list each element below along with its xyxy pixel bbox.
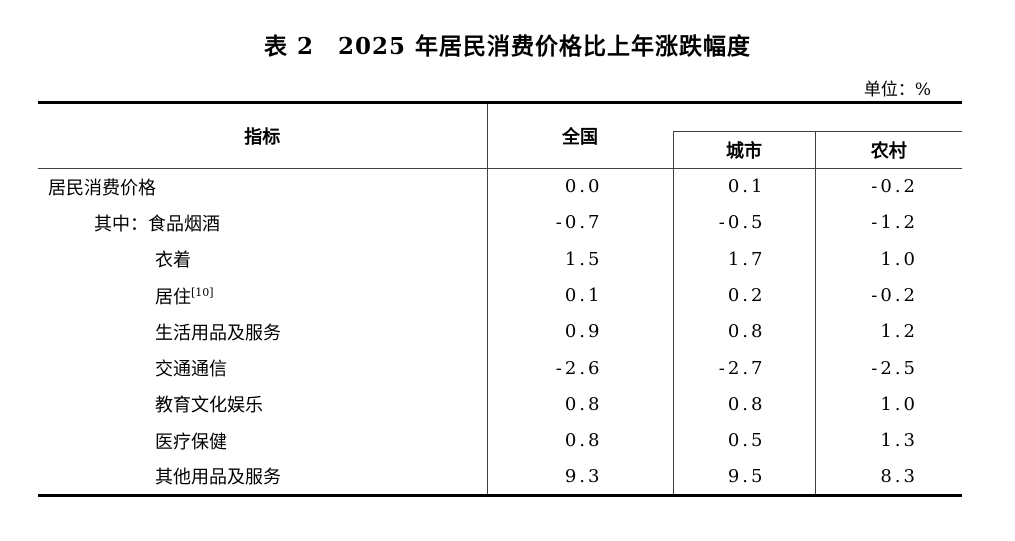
header-spacer — [673, 102, 962, 132]
indicator-text: 居住 — [155, 286, 191, 308]
table-row: 其他用品及服务 9.3 9.5 8.3 — [38, 458, 962, 496]
indicator-cell: 其他用品及服务 — [38, 458, 488, 496]
urban-value-cell: 0.8 — [673, 313, 816, 350]
header-national: 全国 — [487, 102, 673, 169]
national-value-cell: 0.1 — [487, 277, 674, 314]
header-urban: 城市 — [672, 131, 816, 169]
table-row: 居民消费价格 0.0 0.1 -0.2 — [38, 168, 962, 205]
indicator-cell: 生活用品及服务 — [38, 313, 488, 350]
indicator-cell: 医疗保健 — [38, 422, 488, 459]
unit-label: 单位：% — [863, 80, 931, 100]
urban-value-cell: 9.5 — [673, 458, 816, 496]
urban-value-cell: 0.2 — [673, 277, 816, 314]
rural-value-cell: 1.0 — [880, 393, 918, 415]
rural-value-cell: 1.0 — [880, 248, 918, 270]
urban-value-cell: 0.1 — [673, 168, 816, 205]
table-title: 表 2 2025 年居民消费价格比上年涨跌幅度 — [263, 33, 752, 60]
urban-value-cell: 1.7 — [673, 241, 816, 278]
footnote-ref: [10] — [191, 285, 214, 299]
urban-value-cell: 0.8 — [673, 386, 816, 423]
rural-value-cell: 1.3 — [880, 430, 918, 452]
national-value-cell: 0.8 — [487, 422, 674, 459]
national-value-cell: 0.8 — [487, 386, 674, 423]
rural-value-cell: -1.2 — [871, 212, 918, 234]
rural-value-cell: -0.2 — [871, 176, 918, 198]
national-value-cell: 1.5 — [487, 241, 674, 278]
urban-value-cell: -0.5 — [673, 204, 816, 242]
urban-value-cell: 0.5 — [673, 422, 816, 459]
indicator-cell: 居住[10] — [38, 277, 488, 314]
table-header: 指标 全国 城市 农村 — [38, 102, 962, 169]
indicator-cell: 教育文化娱乐 — [38, 386, 488, 423]
national-value-cell: 0.9 — [487, 313, 674, 350]
table-row: 其中：食品烟酒 -0.7 -0.5 -1.2 — [38, 204, 962, 242]
rural-value-cell: -2.5 — [871, 357, 918, 379]
national-value-cell: -2.6 — [487, 349, 674, 387]
cpi-table: 指标 全国 城市 农村 居民消费价格 0.0 0.1 -0.2 其中：食品烟酒 … — [38, 101, 962, 497]
table-row: 医疗保健 0.8 0.5 1.3 — [38, 422, 962, 459]
national-value-cell: -0.7 — [487, 204, 674, 242]
table-row: 交通通信 -2.6 -2.7 -2.5 — [38, 349, 962, 387]
rural-value-cell: 1.2 — [880, 321, 918, 343]
rural-value-cell: 8.3 — [880, 465, 918, 487]
header-indicator: 指标 — [38, 102, 488, 169]
indicator-cell: 居民消费价格 — [38, 168, 488, 205]
indicator-cell: 交通通信 — [38, 349, 488, 387]
table-row: 生活用品及服务 0.9 0.8 1.2 — [38, 313, 962, 350]
national-value-cell: 0.0 — [487, 168, 674, 205]
table-row: 衣着 1.5 1.7 1.0 — [38, 241, 962, 278]
table-body: 居民消费价格 0.0 0.1 -0.2 其中：食品烟酒 -0.7 -0.5 -1… — [38, 168, 962, 496]
rural-value-cell: -0.2 — [871, 285, 918, 307]
indicator-cell: 其中：食品烟酒 — [38, 204, 488, 242]
table-row: 教育文化娱乐 0.8 0.8 1.0 — [38, 386, 962, 423]
table-row: 居住[10] 0.1 0.2 -0.2 — [38, 277, 962, 314]
header-rural: 农村 — [815, 131, 962, 169]
national-value-cell: 9.3 — [487, 458, 674, 496]
indicator-cell: 衣着 — [38, 241, 488, 278]
urban-value-cell: -2.7 — [673, 349, 816, 387]
